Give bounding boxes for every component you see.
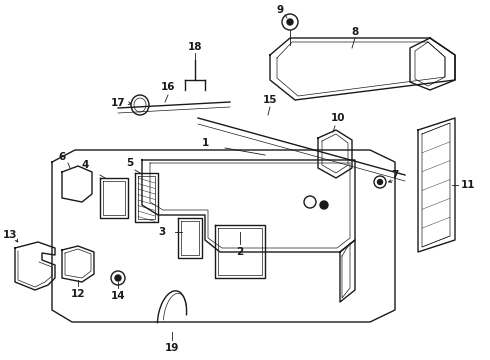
Text: 2: 2 <box>236 247 244 257</box>
Text: 1: 1 <box>201 138 209 148</box>
Text: 7: 7 <box>392 170 399 180</box>
Text: 10: 10 <box>331 113 345 123</box>
Text: 11: 11 <box>461 180 475 190</box>
Text: 9: 9 <box>276 5 284 15</box>
Text: 6: 6 <box>58 152 66 162</box>
Text: 18: 18 <box>188 42 202 52</box>
Text: 12: 12 <box>71 289 85 299</box>
Text: 4: 4 <box>81 160 89 170</box>
Text: 14: 14 <box>111 291 125 301</box>
Text: 17: 17 <box>111 98 125 108</box>
Text: 19: 19 <box>165 343 179 353</box>
Circle shape <box>320 201 328 209</box>
Text: 3: 3 <box>158 227 166 237</box>
Circle shape <box>377 180 383 185</box>
Text: 5: 5 <box>126 158 134 168</box>
Text: 8: 8 <box>351 27 359 37</box>
Text: 13: 13 <box>3 230 17 240</box>
Text: 16: 16 <box>161 82 175 92</box>
Circle shape <box>115 275 121 281</box>
Circle shape <box>287 19 293 25</box>
Text: 15: 15 <box>263 95 277 105</box>
